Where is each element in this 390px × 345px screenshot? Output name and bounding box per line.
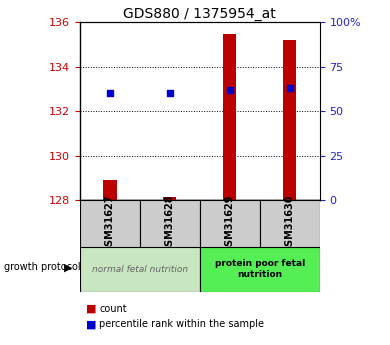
Text: protein poor fetal
nutrition: protein poor fetal nutrition xyxy=(215,259,305,279)
Bar xyxy=(260,200,320,247)
Text: growth protocol: growth protocol xyxy=(4,263,80,272)
Bar xyxy=(103,180,117,200)
Text: ▶: ▶ xyxy=(64,263,73,272)
Text: GSM31629: GSM31629 xyxy=(225,194,235,253)
Bar xyxy=(200,200,260,247)
Bar xyxy=(223,33,236,200)
Text: count: count xyxy=(99,304,127,314)
Point xyxy=(287,86,293,91)
Text: GSM31628: GSM31628 xyxy=(165,194,175,253)
Text: ■: ■ xyxy=(86,304,96,314)
Bar xyxy=(163,197,177,200)
Point xyxy=(107,91,113,96)
Text: GSM31630: GSM31630 xyxy=(285,194,295,253)
Bar xyxy=(283,40,296,200)
Title: GDS880 / 1375954_at: GDS880 / 1375954_at xyxy=(124,7,276,21)
Bar xyxy=(80,247,200,292)
Point xyxy=(227,87,233,93)
Bar xyxy=(140,200,200,247)
Bar xyxy=(80,200,140,247)
Text: ■: ■ xyxy=(86,319,96,329)
Text: percentile rank within the sample: percentile rank within the sample xyxy=(99,319,264,329)
Bar xyxy=(200,247,320,292)
Point xyxy=(167,91,173,96)
Text: GSM31627: GSM31627 xyxy=(105,194,115,253)
Text: normal fetal nutrition: normal fetal nutrition xyxy=(92,265,188,274)
